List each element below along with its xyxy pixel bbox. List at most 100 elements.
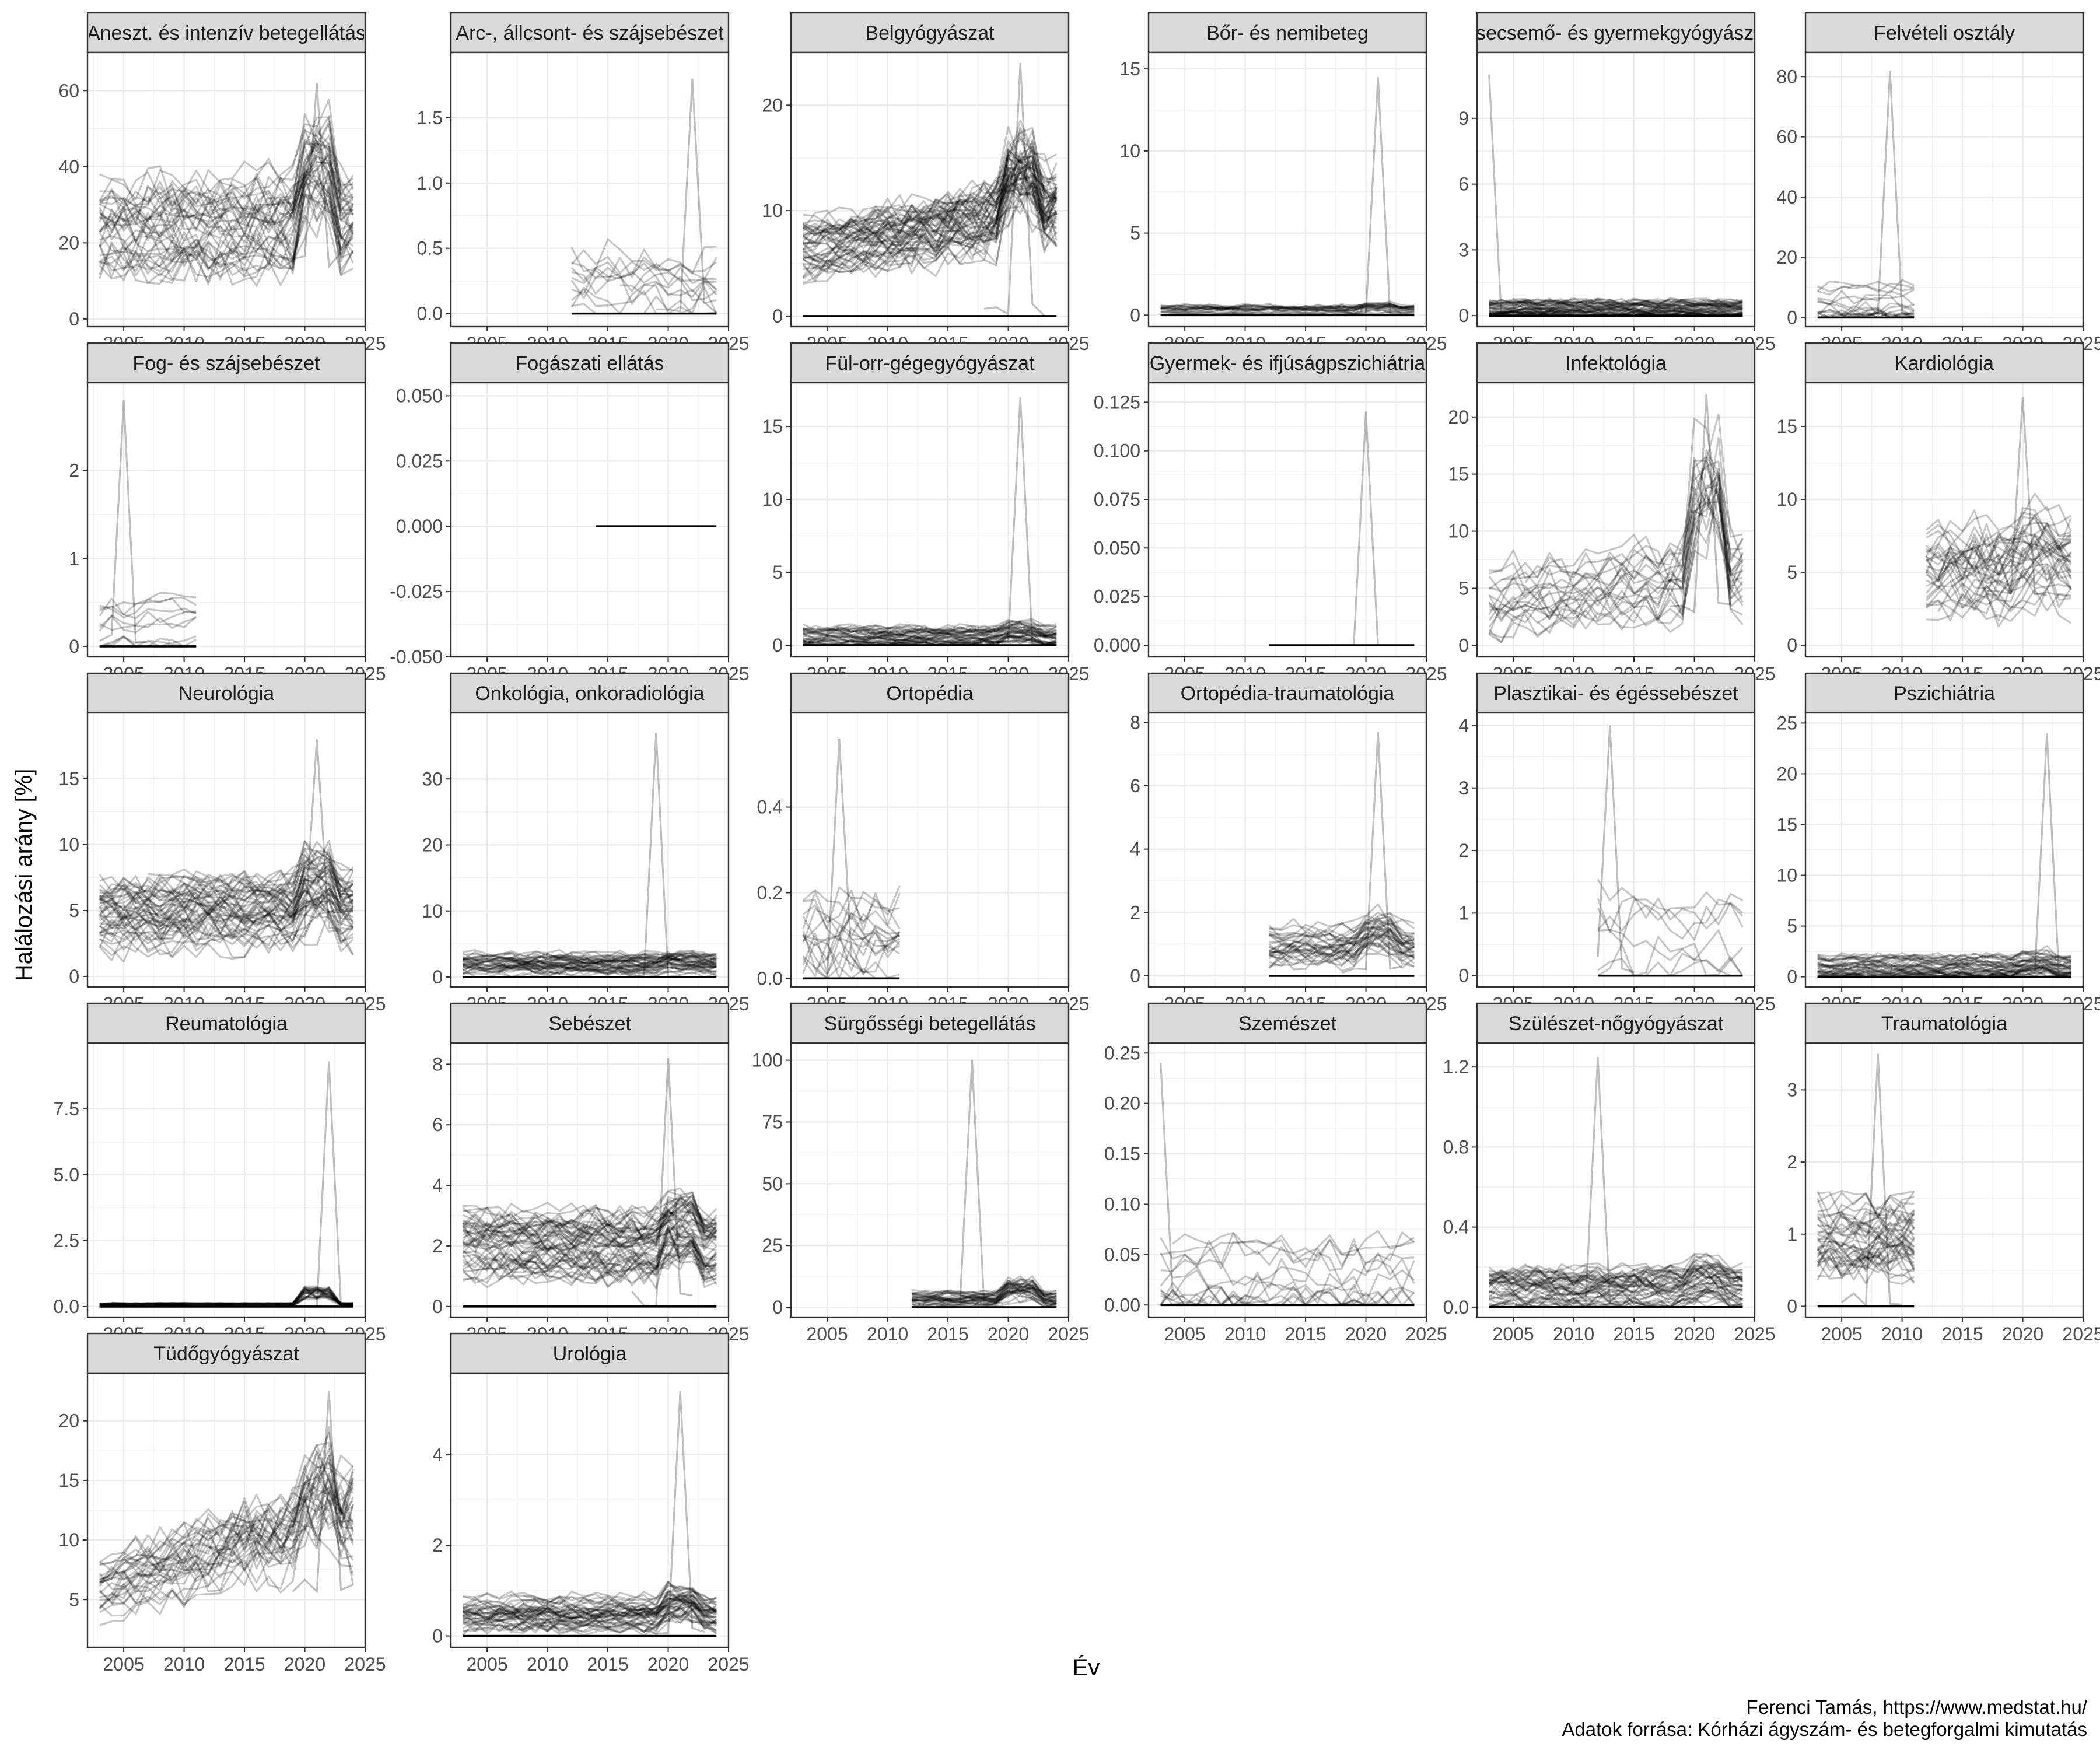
outlier-line: [1986, 397, 2048, 596]
series-line: [99, 1454, 354, 1564]
plot-area: [1149, 52, 1426, 327]
series-line: [1926, 516, 2072, 561]
series-line: [463, 1198, 717, 1237]
series-line: [462, 1224, 718, 1273]
y-tick-label: 0: [772, 1297, 783, 1318]
series-line: [1489, 303, 1743, 313]
series-line: [1817, 1222, 1915, 1242]
series-line: [1489, 302, 1743, 312]
series-line: [1269, 933, 1415, 961]
series-line: [1500, 484, 1744, 624]
series-line: [570, 261, 718, 293]
panel-arc-allcsont-es-szajsebeszet: Arc-, állcsont- és szájsebészet200520102…: [417, 12, 750, 354]
series-line: [1817, 951, 2071, 964]
series-line: [1524, 1270, 1743, 1296]
x-tick-label: 2025: [708, 1654, 749, 1675]
strip-label: Traumatológia: [1881, 1013, 2007, 1035]
series-line: [99, 597, 197, 617]
panel-border: [1476, 712, 1756, 988]
series-line: [99, 840, 354, 901]
panel-border: [790, 51, 1070, 328]
series-line: [1489, 1265, 1743, 1287]
series-line: [1817, 1198, 1915, 1231]
series-line: [99, 1504, 354, 1615]
series-line: [1488, 1259, 1744, 1286]
series-line: [462, 966, 717, 977]
series-line: [911, 1279, 1057, 1302]
series-line: [99, 1472, 354, 1589]
series-line: [99, 130, 354, 223]
strip-label: Onkológia, onkoradiológia: [475, 682, 704, 705]
series-line: [99, 1462, 354, 1572]
strip-kardiologia: [1804, 342, 2084, 384]
series-line: [99, 839, 354, 905]
panel-pszichiatria: Pszichiátria2005201020152020202505101520…: [1776, 672, 2100, 1014]
x-tick-label: 2010: [1553, 1324, 1594, 1345]
series-line: [1501, 417, 1744, 581]
series-line: [1926, 572, 2072, 628]
series-line: [802, 162, 1057, 237]
series-line: [1160, 304, 1415, 313]
series-line: [1925, 566, 2072, 608]
series-line: [99, 617, 197, 631]
series-line: [802, 178, 1058, 278]
series-line: [1269, 929, 1415, 960]
series-line: [911, 1280, 1057, 1304]
series-line: [463, 1191, 717, 1246]
series-line: [463, 1191, 717, 1233]
series-line: [570, 246, 717, 275]
y-tick-label: 40: [1776, 187, 1797, 208]
series-line: [827, 184, 1058, 278]
y-tick-label: 0.050: [1094, 537, 1140, 558]
x-axis-title: Év: [1073, 1654, 1100, 1681]
series-line: [1160, 303, 1415, 311]
series-line: [1172, 1230, 1415, 1258]
series-line: [99, 887, 354, 925]
x-tick-label: 2015: [927, 1324, 968, 1345]
panel-border: [450, 1042, 730, 1318]
series-line: [99, 195, 354, 279]
series-line: [99, 876, 354, 919]
series-line: [911, 1288, 1057, 1303]
y-tick-label: 0: [69, 966, 79, 987]
series-line: [803, 158, 1058, 245]
series-line: [463, 1608, 717, 1633]
y-tick-label: 7.5: [54, 1098, 79, 1119]
series-line: [1817, 958, 2071, 968]
series-line: [99, 179, 354, 283]
panel-border: [450, 382, 730, 658]
series-line: [99, 882, 354, 937]
series-line: [1488, 1276, 1743, 1295]
y-tick-label: 2: [1130, 902, 1140, 923]
panel-felveteli-osztaly: Felvételi osztály20052010201520202025020…: [1776, 12, 2100, 354]
series-line: [802, 163, 1058, 237]
series-line: [99, 875, 354, 919]
series-line: [802, 156, 1057, 251]
y-tick-label: 4: [1130, 839, 1140, 860]
series-line: [463, 957, 717, 972]
series-line: [1160, 308, 1415, 316]
series-line: [1160, 304, 1415, 312]
series-line: [802, 912, 901, 957]
series-line: [1597, 898, 1744, 944]
series-line: [571, 249, 718, 282]
series-line: [1269, 912, 1415, 937]
series-line: [1489, 1263, 1743, 1285]
series-line: [463, 1228, 718, 1278]
series-line: [1160, 303, 1415, 310]
y-tick-label: 4: [432, 1444, 443, 1465]
outlier-line: [656, 78, 718, 314]
series-line: [1488, 468, 1744, 594]
panel-grid: Aneszt. és intenzív betegellátás20052010…: [54, 12, 2100, 1675]
series-line: [1269, 919, 1415, 949]
y-tick-label: 10: [58, 834, 79, 855]
series-line: [463, 1594, 718, 1622]
series-line: [462, 1195, 717, 1231]
series-line: [1269, 919, 1415, 942]
series-line: [1536, 492, 1744, 634]
plot-area: [88, 383, 365, 657]
series-line: [1489, 472, 1744, 639]
series-group: [1160, 77, 1415, 317]
series-group: [99, 739, 354, 963]
series-line: [99, 183, 354, 264]
